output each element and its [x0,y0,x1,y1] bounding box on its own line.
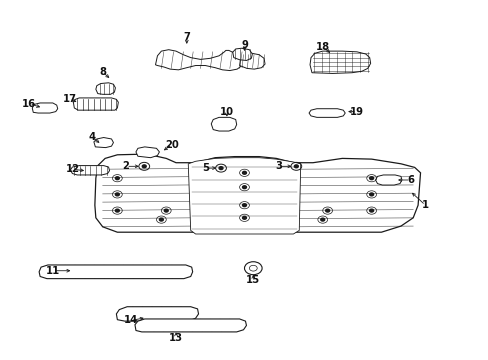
Circle shape [369,177,373,180]
Circle shape [115,193,119,196]
Polygon shape [309,51,370,73]
Circle shape [369,193,373,196]
Text: 19: 19 [349,107,363,117]
Text: 5: 5 [202,163,208,173]
Polygon shape [308,109,345,117]
Circle shape [242,204,246,207]
Polygon shape [239,53,264,69]
Text: 10: 10 [220,107,233,117]
Circle shape [242,186,246,189]
Circle shape [242,171,246,174]
Text: 9: 9 [241,40,247,50]
Text: 13: 13 [169,333,183,343]
Text: 6: 6 [407,175,413,185]
Text: 3: 3 [275,161,282,171]
Circle shape [219,167,223,170]
Polygon shape [116,307,198,321]
Text: 1: 1 [421,200,428,210]
Polygon shape [211,117,236,131]
Text: 16: 16 [22,99,36,109]
Polygon shape [232,48,252,60]
Circle shape [294,165,298,168]
Circle shape [242,216,246,219]
Polygon shape [136,147,159,158]
Text: 17: 17 [62,94,76,104]
Polygon shape [39,265,192,279]
Circle shape [164,209,168,212]
Polygon shape [95,154,420,232]
Text: 20: 20 [165,140,179,150]
Circle shape [325,209,329,212]
Circle shape [115,177,119,180]
Polygon shape [73,98,118,110]
Polygon shape [32,103,58,113]
Text: 14: 14 [123,315,138,325]
Circle shape [159,218,163,221]
Circle shape [115,209,119,212]
Polygon shape [96,83,115,94]
Polygon shape [94,138,113,148]
Polygon shape [155,50,241,71]
Circle shape [369,209,373,212]
Polygon shape [135,319,246,332]
Polygon shape [375,175,401,185]
Text: 11: 11 [45,266,60,276]
Text: 15: 15 [246,275,260,285]
Text: 8: 8 [99,67,106,77]
Polygon shape [70,166,109,175]
Text: 18: 18 [315,42,329,52]
Circle shape [320,218,324,221]
Text: 2: 2 [122,161,129,171]
Text: 4: 4 [88,132,95,142]
Text: 12: 12 [65,164,79,174]
Circle shape [142,165,146,168]
Text: 7: 7 [183,32,190,42]
Polygon shape [188,158,300,234]
